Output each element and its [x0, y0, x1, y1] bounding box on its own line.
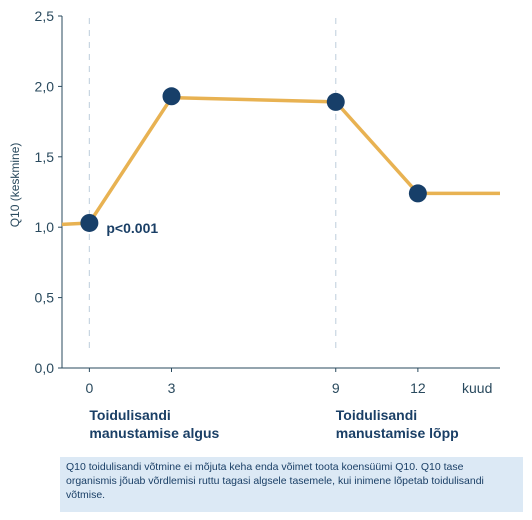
vertical-markers: [88, 18, 337, 353]
axes: [58, 15, 500, 372]
data-point: [80, 213, 99, 232]
y-tick-label: 0,0: [35, 360, 55, 376]
p-value-annotation: p<0.001: [106, 220, 158, 236]
caption-box: Q10 toidulisandi võtmine ei mõjuta keha …: [60, 457, 523, 512]
phase-end-label: Toidulisandi manustamise lõpp: [336, 406, 459, 442]
q10-level-line: [61, 95, 500, 227]
y-tick-label: 2,5: [35, 8, 55, 24]
data-point: [408, 184, 427, 203]
y-tick-label: 1,0: [35, 219, 55, 235]
data-point: [162, 87, 181, 106]
x-tick-label: 0: [85, 380, 93, 396]
y-tick-label: 0,5: [35, 290, 55, 306]
y-axis-label: Q10 (keskmine): [8, 143, 22, 228]
x-tick-label: 9: [332, 380, 340, 396]
x-axis-unit-label: kuud: [462, 380, 492, 396]
y-tick-label: 2,0: [35, 78, 55, 94]
phase-start-line1: Toidulisandi: [89, 407, 171, 423]
x-tick-label: 12: [410, 380, 426, 396]
data-series: [61, 87, 500, 232]
phase-start-label: Toidulisandi manustamise algus: [89, 406, 219, 442]
phase-end-line2: manustamise lõpp: [335, 425, 459, 441]
x-tick-label: 3: [168, 380, 176, 396]
y-tick-label: 1,5: [35, 149, 55, 165]
axis-labels: 0,0 0,5 1,0 1,5 2,0 2,5 0 3 9 12: [35, 8, 426, 396]
data-point: [326, 92, 345, 111]
phase-start-line2: manustamise algus: [89, 425, 220, 441]
phase-end-line1: Toidulisandi: [335, 407, 418, 423]
